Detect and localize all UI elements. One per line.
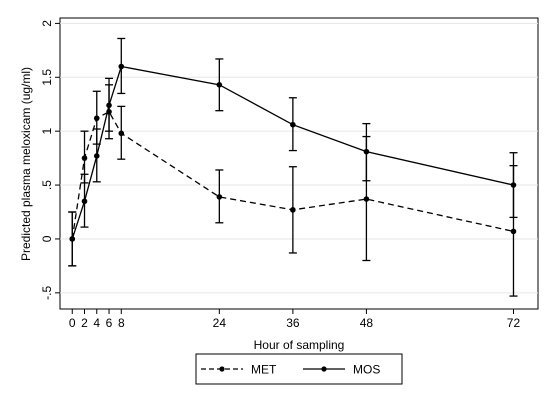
data-point-mos: [69, 236, 76, 242]
y-tick-label: 1: [40, 128, 54, 135]
x-tick-label: 2: [81, 316, 88, 330]
x-tick-label: 0: [69, 316, 76, 330]
data-point-mos: [216, 82, 223, 88]
x-tick-label: 4: [93, 316, 100, 330]
series-mos: [68, 37, 518, 267]
series-layer: [68, 37, 518, 297]
data-point-met: [290, 207, 296, 213]
x-tick-label: 6: [106, 316, 113, 330]
y-tick-label: -.5: [40, 286, 54, 300]
y-tick-label: .5: [40, 180, 54, 190]
x-tick-label: 36: [286, 316, 300, 330]
legend: MET MOS: [195, 353, 403, 385]
x-tick-label: 48: [360, 316, 374, 330]
x-axis-label: Hour of sampling: [254, 338, 345, 352]
tick-layer: -.50.511.520 2 4 6 8 24 36 48 72: [40, 20, 520, 330]
grid-layer: [60, 22, 538, 294]
data-point-mos: [363, 148, 370, 155]
data-point-mos: [106, 102, 112, 109]
data-point-mos: [510, 182, 517, 188]
x-tick-label: 24: [213, 316, 227, 330]
legend-mos-label: MOS: [353, 363, 380, 377]
data-point-met: [363, 196, 370, 202]
y-axis-label: Predicted plasma meloxicam (ug/ml): [19, 67, 33, 261]
data-point-met: [93, 115, 100, 122]
plot-frame: [59, 17, 539, 310]
y-tick-label: 0: [40, 235, 54, 242]
legend-box: [195, 353, 403, 385]
legend-met-marker: [219, 366, 225, 372]
data-point-met: [510, 228, 517, 235]
y-tick-label: 2: [40, 20, 54, 27]
data-point-met: [81, 155, 88, 161]
data-point-mos: [93, 153, 100, 159]
y-tick-label: 1.5: [40, 69, 54, 86]
x-tick-label: 72: [507, 316, 521, 330]
legend-mos-marker: [321, 366, 327, 372]
data-point-mos: [118, 63, 125, 70]
data-point-met: [118, 130, 125, 137]
data-point-mos: [290, 121, 296, 128]
x-tick-label: 8: [118, 316, 125, 330]
data-point-met: [216, 194, 223, 200]
legend-met-label: MET: [251, 363, 277, 377]
data-point-mos: [81, 198, 88, 205]
